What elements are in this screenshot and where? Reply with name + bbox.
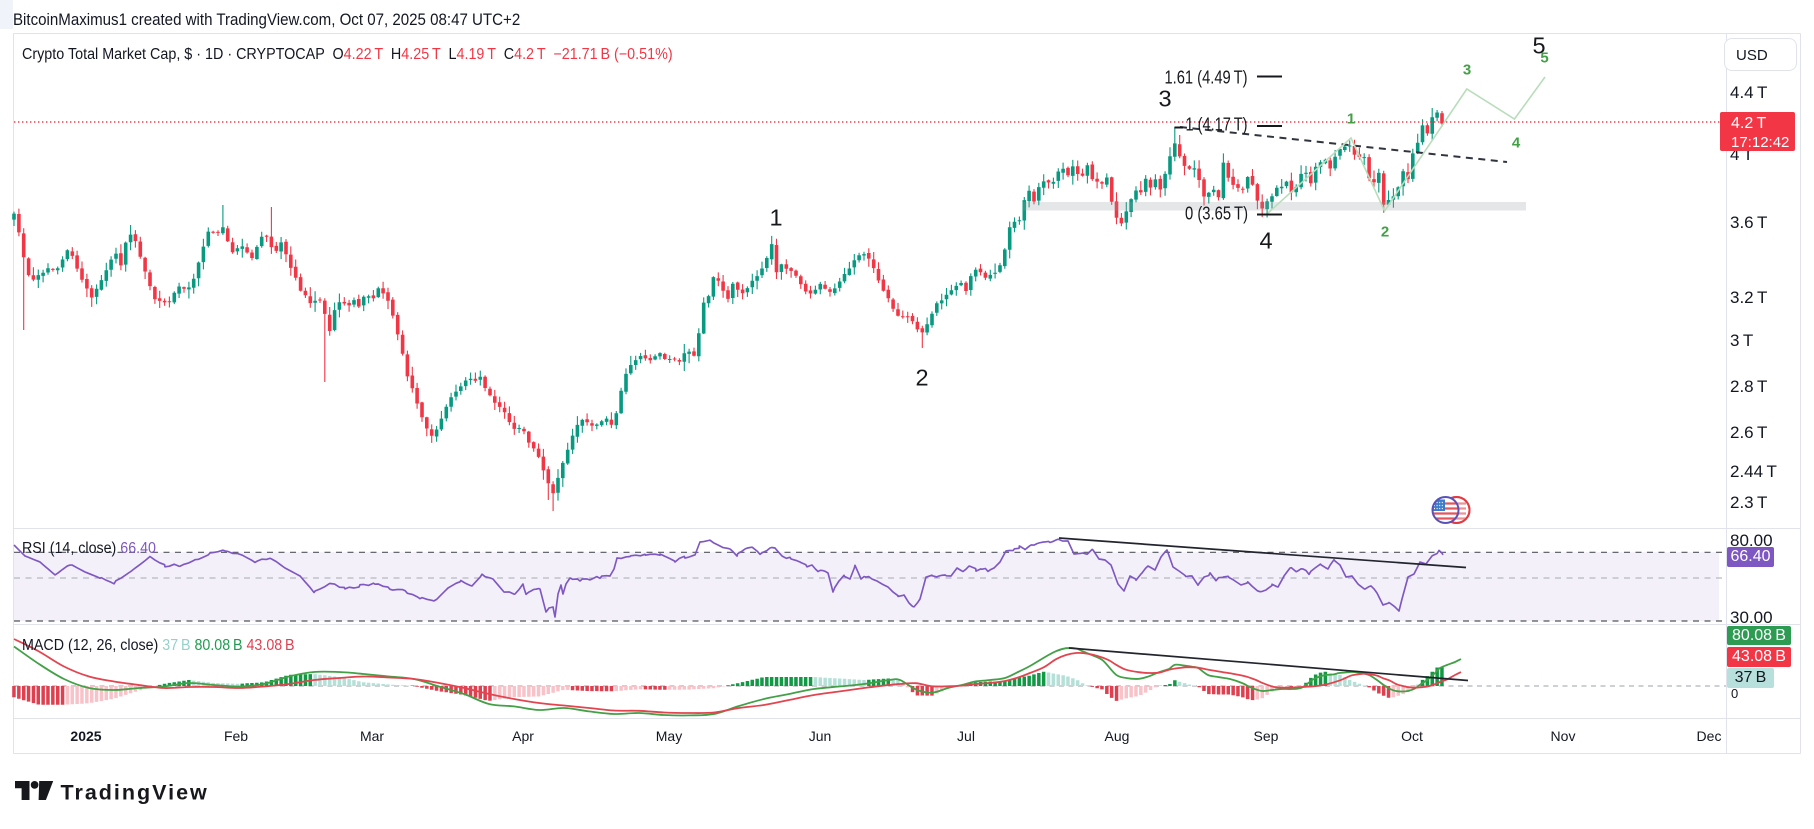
svg-text:1: 1 — [1347, 111, 1355, 128]
svg-text:3: 3 — [1463, 62, 1471, 79]
svg-text:0 (3.65 T): 0 (3.65 T) — [1185, 204, 1248, 224]
svg-text:3: 3 — [1158, 86, 1171, 112]
svg-text:5: 5 — [1532, 33, 1545, 59]
svg-text:2: 2 — [915, 365, 928, 391]
svg-text:4: 4 — [1512, 135, 1521, 152]
svg-text:1: 1 — [769, 205, 782, 231]
svg-text:4: 4 — [1259, 228, 1272, 254]
svg-text:1.61 (4.49 T): 1.61 (4.49 T) — [1165, 68, 1248, 88]
svg-text:5: 5 — [1540, 50, 1548, 67]
svg-text:1 (4.17 T): 1 (4.17 T) — [1186, 115, 1248, 135]
svg-text:TradingView: TradingView — [61, 781, 209, 805]
svg-text:2: 2 — [1381, 224, 1389, 241]
